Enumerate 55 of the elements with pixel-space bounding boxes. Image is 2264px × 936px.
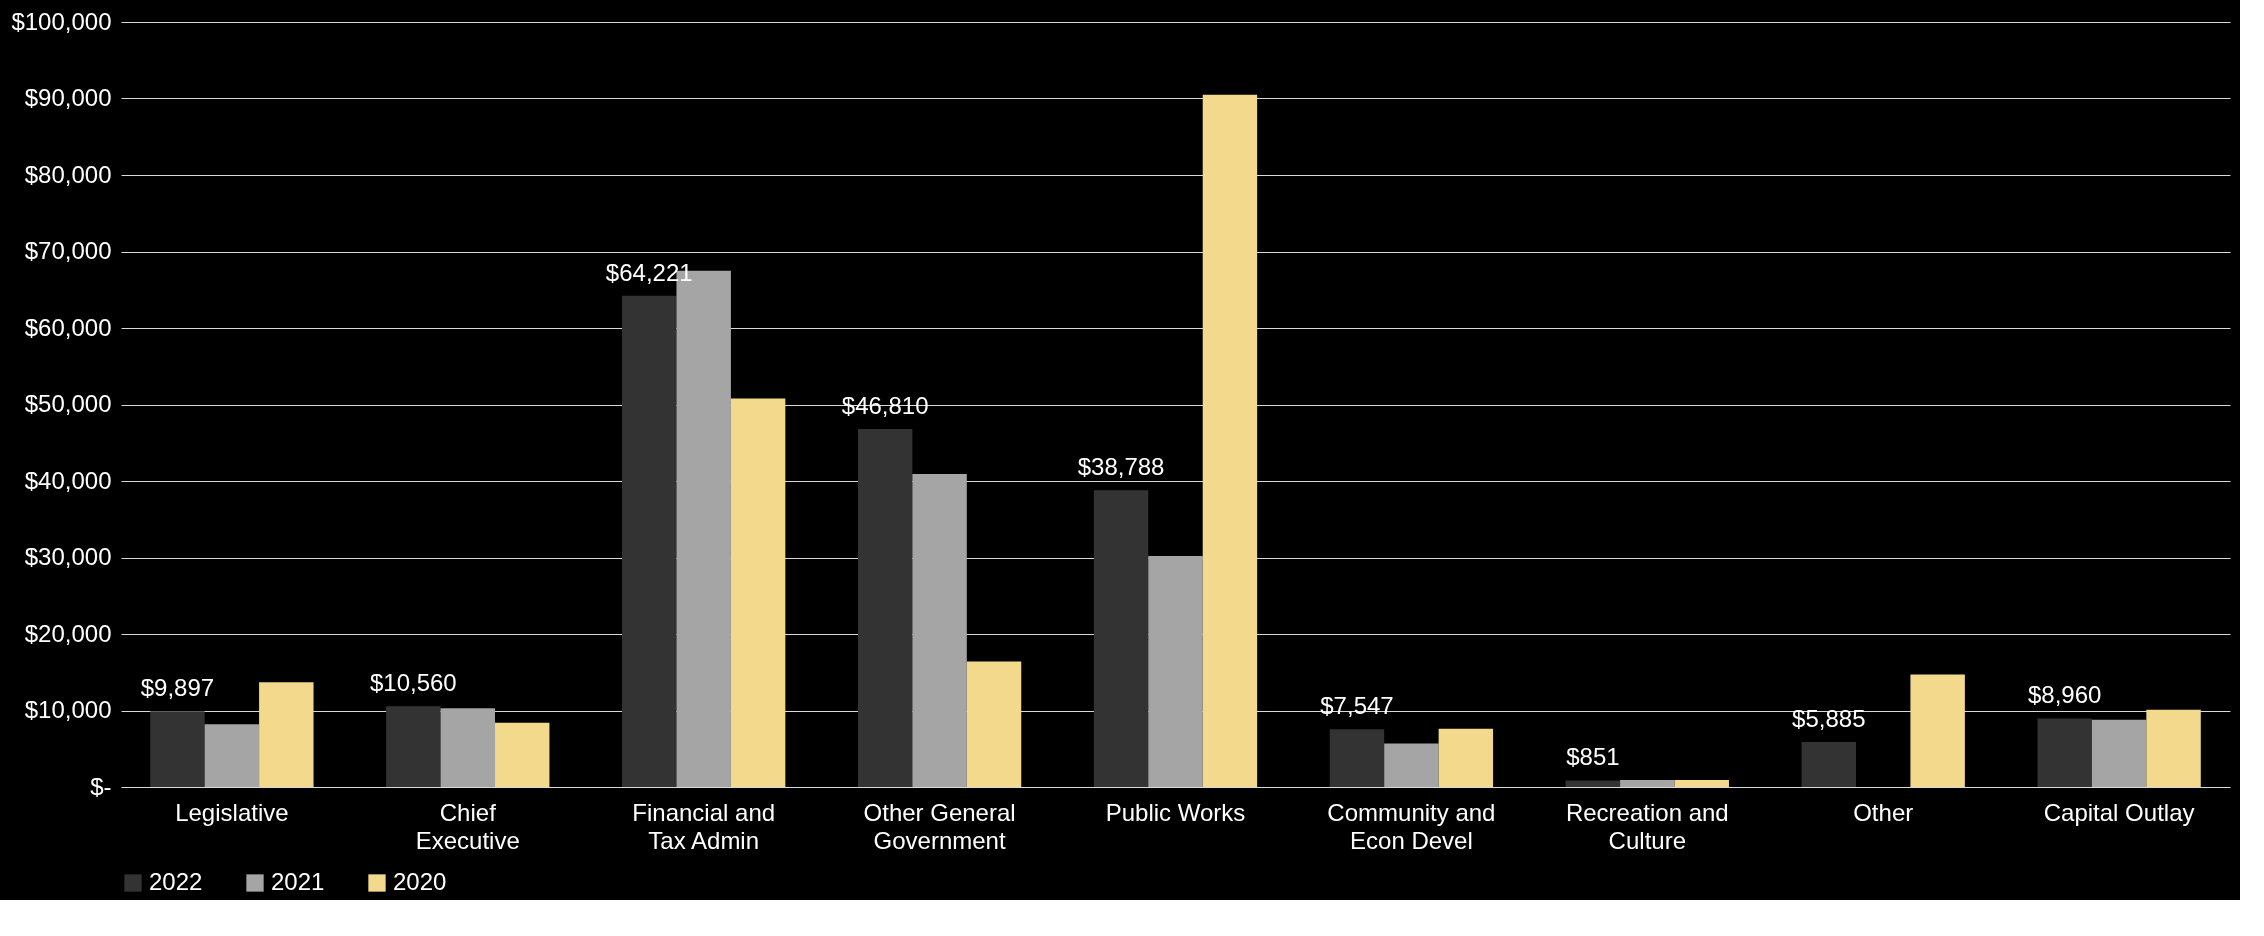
bar	[1674, 780, 1729, 787]
bar	[1093, 490, 1149, 787]
bar	[440, 708, 495, 787]
bar	[1910, 674, 1965, 787]
legend-label: 2020	[393, 868, 447, 895]
data-label: $38,788	[1077, 453, 1165, 481]
bar	[2146, 709, 2201, 787]
x-tick-label: Community and Econ Devel	[1327, 798, 1496, 854]
x-tick-label: Financial and Tax Admin	[632, 798, 776, 854]
x-tick-label: Legislative	[175, 798, 289, 826]
data-label: $8,960	[2027, 681, 2102, 709]
bar	[1384, 743, 1439, 787]
y-tick-label: $50,000	[24, 390, 112, 417]
bar	[495, 722, 550, 787]
y-tick-label: $90,000	[24, 84, 112, 111]
y-tick-label: $20,000	[24, 619, 112, 647]
y-tick-label: $10,000	[24, 696, 112, 723]
x-tick-label: Chief Executive	[415, 798, 520, 854]
y-tick-label: $30,000	[24, 543, 112, 570]
bar	[259, 682, 314, 787]
bar	[622, 295, 677, 787]
bar	[1329, 729, 1385, 787]
bar	[2037, 718, 2092, 787]
bar	[1565, 780, 1621, 787]
bar	[966, 661, 1022, 787]
y-tick-label: $80,000	[24, 160, 112, 188]
data-label: $9,897	[140, 674, 215, 702]
bar	[1801, 741, 1856, 787]
x-tick-label: Capital Outlay	[2043, 798, 2195, 826]
data-label: $5,885	[1792, 704, 1866, 732]
x-tick-label: Other	[1853, 798, 1914, 826]
data-label: $851	[1566, 743, 1620, 771]
bar	[1148, 555, 1203, 787]
bar	[912, 474, 967, 787]
bar	[1438, 728, 1494, 787]
bar	[1202, 94, 1258, 787]
bar	[730, 398, 786, 787]
data-label: $10,560	[369, 669, 457, 697]
legend-label: 2021	[271, 868, 325, 895]
bar	[1620, 780, 1675, 787]
y-tick-label: $40,000	[24, 466, 112, 494]
bar	[386, 706, 441, 787]
x-tick-label: Public Works	[1105, 798, 1246, 826]
y-tick-label: $60,000	[24, 313, 112, 341]
legend-label: 2022	[149, 868, 203, 895]
bar	[204, 724, 260, 787]
x-tick-label: Other General Government	[863, 798, 1016, 854]
bar	[857, 428, 913, 787]
y-tick-label: $-	[90, 772, 112, 800]
y-tick-label: $100,000	[11, 7, 112, 35]
bar	[2091, 719, 2147, 787]
y-tick-label: $70,000	[24, 237, 112, 264]
x-tick-label: Recreation and Culture	[1565, 798, 1729, 854]
data-label: $64,221	[605, 258, 693, 286]
bar	[150, 711, 205, 787]
